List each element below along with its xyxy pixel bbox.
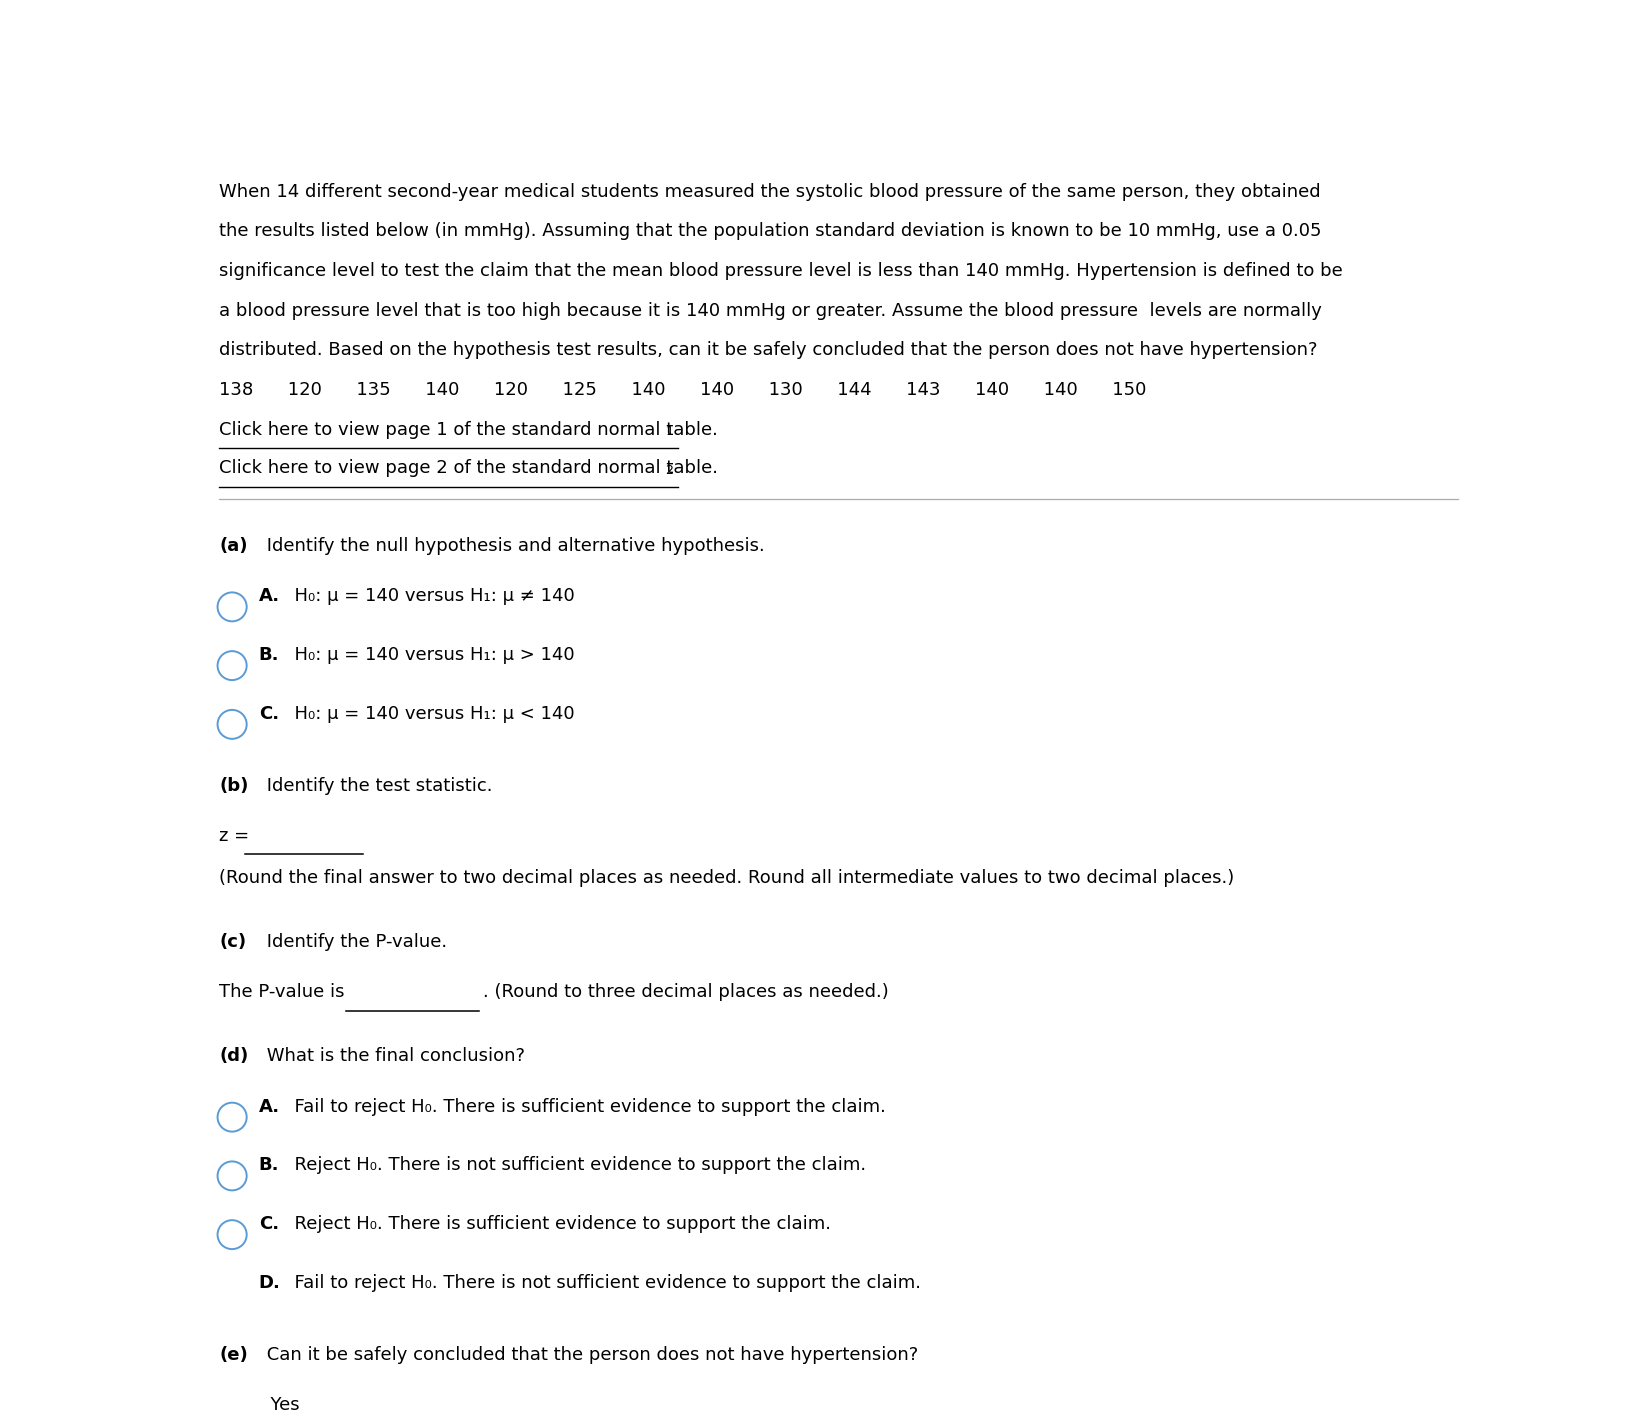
Text: Reject H₀. There is not sufficient evidence to support the claim.: Reject H₀. There is not sufficient evide…: [283, 1156, 866, 1174]
Text: Click here to view page 1 of the standard normal table.: Click here to view page 1 of the standar…: [219, 421, 719, 439]
Text: z =: z =: [219, 827, 255, 845]
Text: a blood pressure level that is too high because it is 140 mmHg or greater. Assum: a blood pressure level that is too high …: [219, 302, 1322, 319]
Text: B.: B.: [258, 646, 279, 664]
Text: (c): (c): [219, 933, 247, 951]
Text: H₀: μ = 140 versus H₁: μ < 140: H₀: μ = 140 versus H₁: μ < 140: [283, 705, 575, 723]
Text: (Round the final answer to two decimal places as needed. Round all intermediate : (Round the final answer to two decimal p…: [219, 869, 1235, 887]
Text: (d): (d): [219, 1047, 248, 1065]
Text: Fail to reject H₀. There is not sufficient evidence to support the claim.: Fail to reject H₀. There is not sufficie…: [283, 1273, 922, 1291]
Text: Can it be safely concluded that the person does not have hypertension?: Can it be safely concluded that the pers…: [261, 1345, 918, 1364]
Text: 138      120      135      140      120      125      140      140      130     : 138 120 135 140 120 125 140 140 130: [219, 382, 1147, 400]
Text: When 14 different second-year medical students measured the systolic blood press: When 14 different second-year medical st…: [219, 182, 1320, 201]
Text: Yes: Yes: [258, 1396, 299, 1413]
Text: 1: 1: [665, 425, 673, 438]
Text: C.: C.: [258, 705, 279, 723]
Text: . (Round to three decimal places as needed.): . (Round to three decimal places as need…: [484, 983, 889, 1002]
Text: C.: C.: [258, 1215, 279, 1234]
Text: the results listed below (in mmHg). Assuming that the population standard deviat: the results listed below (in mmHg). Assu…: [219, 222, 1322, 240]
Text: (a): (a): [219, 537, 248, 555]
Text: (e): (e): [219, 1345, 248, 1364]
Text: A.: A.: [258, 1098, 279, 1115]
Text: Identify the null hypothesis and alternative hypothesis.: Identify the null hypothesis and alterna…: [261, 537, 765, 555]
Text: Identify the test statistic.: Identify the test statistic.: [261, 777, 493, 794]
Text: Identify the P-value.: Identify the P-value.: [261, 933, 448, 951]
Text: D.: D.: [258, 1273, 281, 1291]
Text: Fail to reject H₀. There is sufficient evidence to support the claim.: Fail to reject H₀. There is sufficient e…: [283, 1098, 886, 1115]
Text: distributed. Based on the hypothesis test results, can it be safely concluded th: distributed. Based on the hypothesis tes…: [219, 342, 1319, 359]
Text: H₀: μ = 140 versus H₁: μ ≠ 140: H₀: μ = 140 versus H₁: μ ≠ 140: [283, 588, 575, 605]
Text: significance level to test the claim that the mean blood pressure level is less : significance level to test the claim tha…: [219, 261, 1343, 280]
Text: B.: B.: [258, 1156, 279, 1174]
Text: H₀: μ = 140 versus H₁: μ > 140: H₀: μ = 140 versus H₁: μ > 140: [283, 646, 575, 664]
Text: Reject H₀. There is sufficient evidence to support the claim.: Reject H₀. There is sufficient evidence …: [283, 1215, 830, 1234]
Text: Click here to view page 2 of the standard normal table.: Click here to view page 2 of the standar…: [219, 459, 719, 478]
Text: What is the final conclusion?: What is the final conclusion?: [261, 1047, 525, 1065]
Text: A.: A.: [258, 588, 279, 605]
Text: (b): (b): [219, 777, 248, 794]
Text: 2: 2: [665, 463, 673, 476]
Text: The P-value is: The P-value is: [219, 983, 345, 1002]
